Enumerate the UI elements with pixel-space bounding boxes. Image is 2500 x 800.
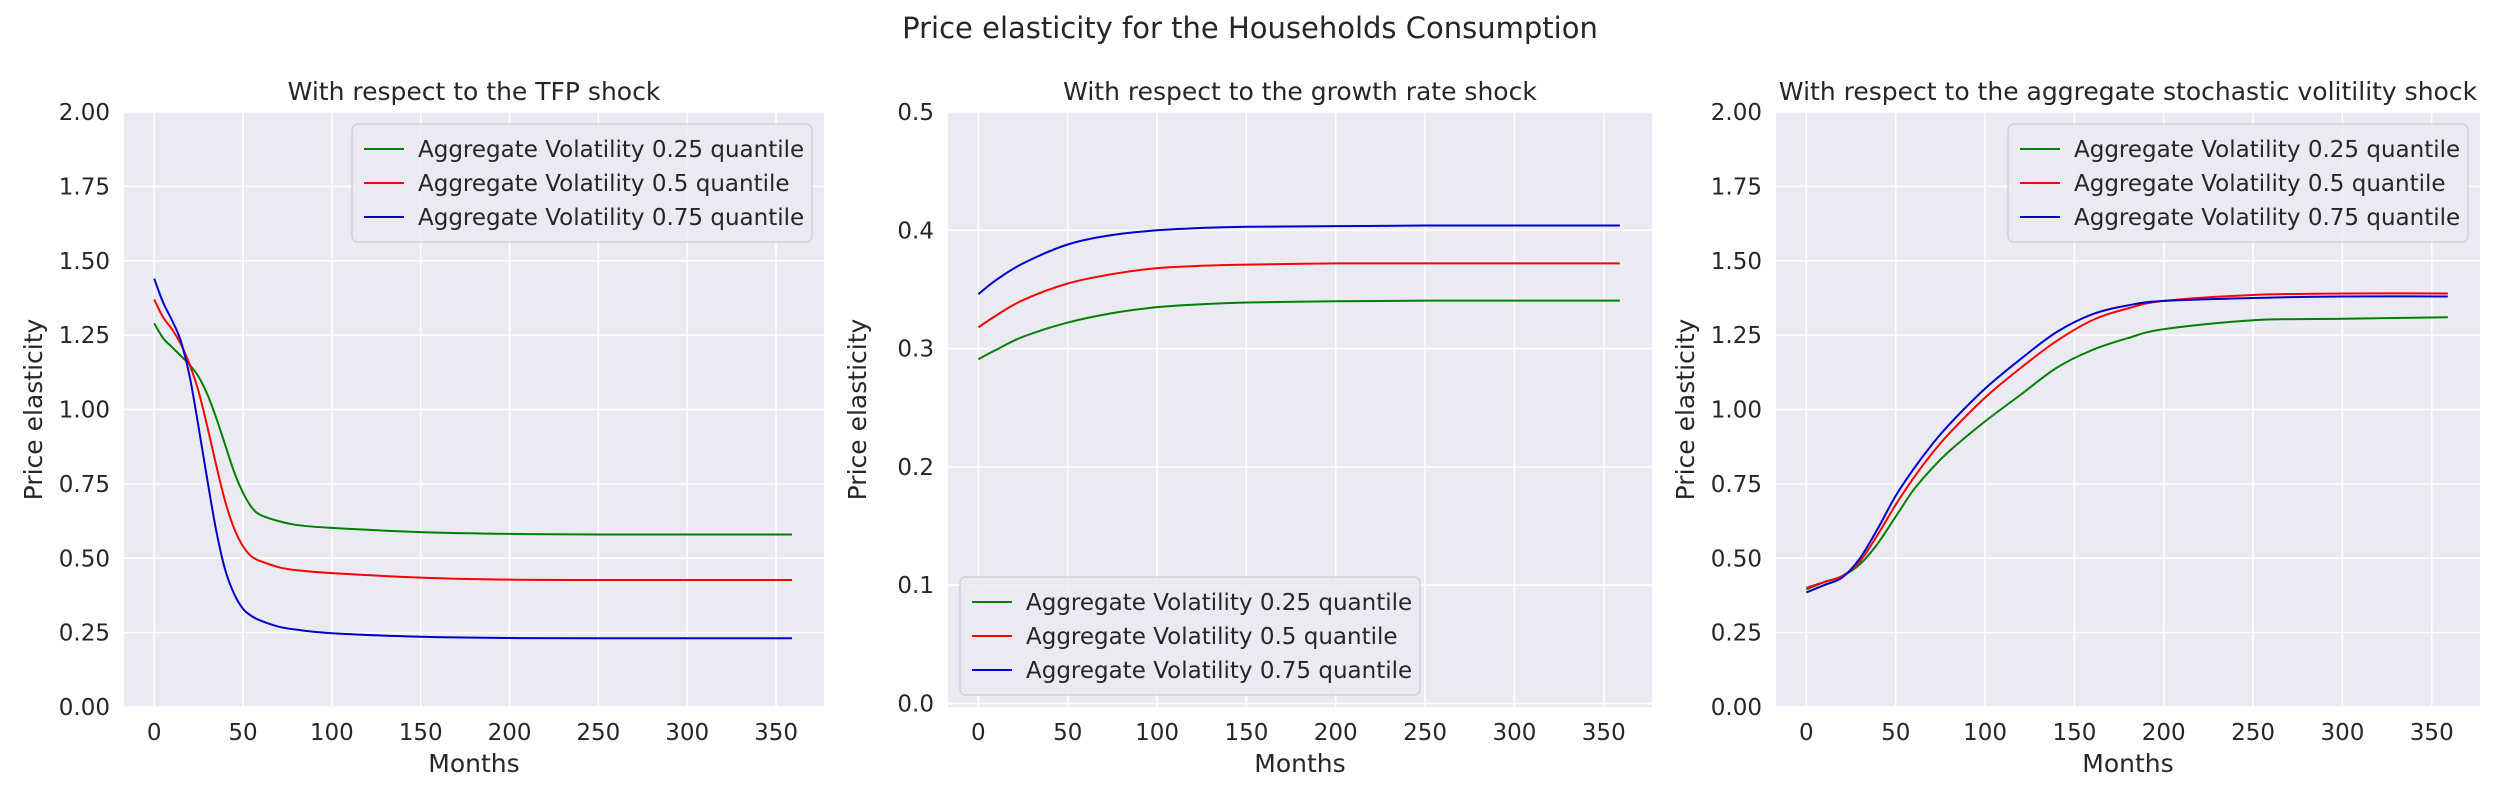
x-tick-label: 50	[1053, 720, 1082, 746]
legend: Aggregate Volatility 0.25 quantile Aggreg…	[959, 576, 1421, 696]
y-tick-label: 1.50	[59, 249, 110, 275]
x-axis-label: Months	[1254, 749, 1345, 778]
y-tick-label: 0.2	[897, 455, 934, 481]
y-tick-label: 1.25	[1711, 323, 1762, 349]
legend-label: Aggregate Volatility 0.75 quantile	[1026, 658, 1412, 684]
legend: Aggregate Volatility 0.25 quantile Aggreg…	[2007, 123, 2469, 243]
x-tick-label: 150	[2052, 720, 2096, 746]
y-axis-label: Price elasticity	[1671, 318, 1700, 500]
y-tick-label: 1.00	[59, 398, 110, 424]
x-tick-label: 300	[2320, 720, 2364, 746]
y-tick-label: 1.00	[1711, 398, 1762, 424]
panel-title: With respect to the growth rate shock	[1063, 77, 1537, 106]
legend-label: Aggregate Volatility 0.5 quantile	[1026, 624, 1398, 650]
x-tick-label: 0	[1799, 720, 1814, 746]
series-line-2	[1806, 292, 2448, 589]
legend-box	[351, 123, 813, 243]
y-axis-label: Price elasticity	[19, 318, 48, 500]
y-tick-label: 1.50	[1711, 249, 1762, 275]
y-tick-label: 0.3	[897, 337, 934, 363]
legend-label: Aggregate Volatility 0.25 quantile	[1026, 590, 1412, 616]
y-tick-label: 0.25	[59, 621, 110, 647]
legend-box	[959, 576, 1421, 696]
panel-growth-rate-shock: With respect to the growth rate shock Mo…	[843, 77, 1652, 778]
y-tick-label: 0.0	[897, 691, 934, 717]
legend-box	[2007, 123, 2469, 243]
legend-label: Aggregate Volatility 0.25 quantile	[418, 137, 804, 163]
y-tick-label: 0.50	[59, 546, 110, 572]
legend-label: Aggregate Volatility 0.75 quantile	[2074, 205, 2460, 231]
x-axis-label: Months	[428, 749, 519, 778]
panel-title: With respect to the aggregate stochastic…	[1779, 77, 2478, 106]
x-tick-label: 350	[2410, 720, 2454, 746]
x-tick-label: 100	[1963, 720, 2007, 746]
x-tick-label: 100	[310, 720, 354, 746]
x-tick-label: 250	[1403, 720, 1447, 746]
y-tick-label: 2.00	[59, 100, 110, 126]
x-tick-label: 100	[1135, 720, 1179, 746]
x-tick-label: 200	[2142, 720, 2186, 746]
y-tick-label: 2.00	[1711, 100, 1762, 126]
y-tick-label: 0.4	[897, 218, 934, 244]
legend-label: Aggregate Volatility 0.5 quantile	[418, 171, 790, 197]
legend-label: Aggregate Volatility 0.75 quantile	[418, 205, 804, 231]
y-tick-label: 0.1	[897, 573, 934, 599]
y-tick-label: 0.5	[897, 100, 934, 126]
x-tick-label: 200	[488, 720, 532, 746]
x-tick-label: 50	[1881, 720, 1910, 746]
x-tick-label: 250	[576, 720, 620, 746]
panel-volatility-shock: With respect to the aggregate stochastic…	[1671, 77, 2480, 778]
x-tick-label: 300	[1492, 720, 1536, 746]
y-tick-label: 0.50	[1711, 546, 1762, 572]
y-tick-label: 1.75	[59, 174, 110, 200]
legend: Aggregate Volatility 0.25 quantile Aggreg…	[351, 123, 813, 243]
x-tick-label: 0	[147, 720, 162, 746]
series-line-2	[977, 262, 1620, 329]
y-tick-label: 0.75	[59, 472, 110, 498]
x-tick-label: 250	[2231, 720, 2275, 746]
series-line-1	[977, 299, 1620, 361]
x-tick-label: 300	[665, 720, 709, 746]
y-tick-label: 0.00	[1711, 695, 1762, 721]
panel-title: With respect to the TFP shock	[288, 77, 661, 106]
series-line-1	[1805, 316, 2448, 591]
y-tick-label: 1.75	[1711, 174, 1762, 200]
x-tick-label: 50	[228, 720, 257, 746]
series-line-3	[977, 224, 1620, 295]
x-tick-label: 0	[971, 720, 986, 746]
series-line-3	[1805, 295, 2448, 594]
legend-label: Aggregate Volatility 0.5 quantile	[2074, 171, 2446, 197]
panel-tfp-shock: With respect to the TFP shock Months Pri…	[19, 77, 824, 778]
legend-label: Aggregate Volatility 0.25 quantile	[2074, 137, 2460, 163]
y-tick-label: 0.25	[1711, 621, 1762, 647]
y-tick-label: 0.00	[59, 695, 110, 721]
y-tick-label: 1.25	[59, 323, 110, 349]
y-tick-label: 0.75	[1711, 472, 1762, 498]
x-axis-label: Months	[2082, 749, 2173, 778]
figure-suptitle: Price elasticity for the Households Cons…	[902, 11, 1598, 45]
series-line-3	[153, 278, 793, 640]
x-tick-label: 150	[1224, 720, 1268, 746]
x-tick-label: 200	[1314, 720, 1358, 746]
x-tick-label: 350	[754, 720, 798, 746]
x-tick-label: 150	[399, 720, 443, 746]
y-axis-label: Price elasticity	[843, 318, 872, 500]
x-tick-label: 350	[1582, 720, 1626, 746]
